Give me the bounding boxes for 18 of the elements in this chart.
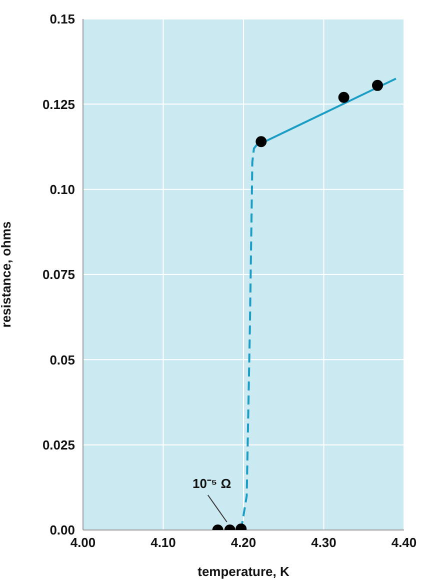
x-axis-title: temperature, K bbox=[198, 564, 290, 579]
x-tick-label: 4.30 bbox=[311, 535, 336, 550]
y-tick-label: 0.075 bbox=[42, 267, 75, 282]
y-tick-label: 0.00 bbox=[50, 522, 75, 538]
y-tick-label: 0.025 bbox=[42, 437, 75, 452]
y-tick-label: 0.15 bbox=[50, 12, 75, 27]
point bbox=[372, 80, 384, 91]
y-tick-label: 0.10 bbox=[50, 182, 75, 197]
y-axis-title: resistance, ohms bbox=[0, 221, 14, 328]
x-tick-label: 4.40 bbox=[391, 535, 417, 550]
annotation: 10⁻⁵ Ω bbox=[192, 476, 232, 491]
x-tick-label: 4.20 bbox=[230, 535, 256, 550]
x-tick-label: 4.10 bbox=[150, 535, 176, 550]
point bbox=[256, 136, 267, 148]
point bbox=[338, 92, 350, 103]
y-tick-label: 0.05 bbox=[50, 352, 75, 368]
y-tick-label: 0.125 bbox=[42, 96, 75, 112]
x-tick-label: 4.00 bbox=[70, 535, 96, 550]
